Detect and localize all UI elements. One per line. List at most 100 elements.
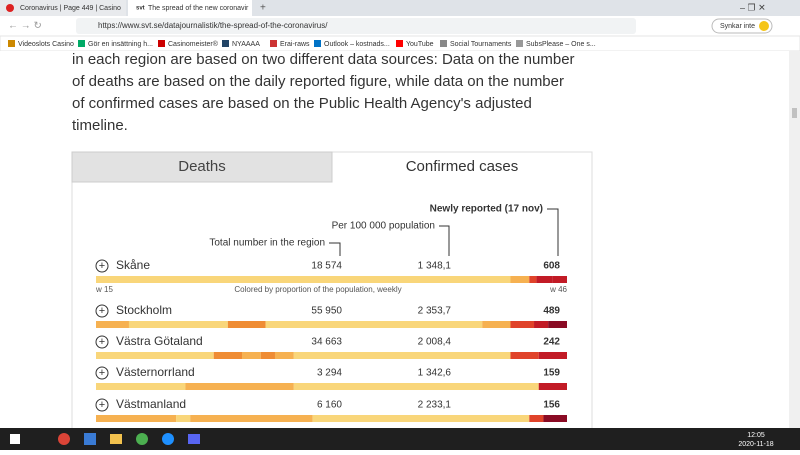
nav-buttons[interactable]: ← → ↻ (8, 21, 42, 32)
heat-strip (190, 415, 313, 422)
heat-strip (538, 383, 567, 390)
newly-reported: 489 (543, 306, 560, 317)
newly-reported: 608 (543, 261, 560, 272)
clock-time: 12:05 (747, 432, 765, 439)
heat-strip (529, 276, 537, 283)
expand-button[interactable] (95, 259, 109, 273)
heat-strip (510, 276, 530, 283)
heat-strip (242, 352, 261, 359)
heat-strip (482, 321, 511, 328)
heat-strip (536, 276, 553, 283)
expand-plus: + (99, 305, 105, 317)
header-per100k: Per 100 000 population (332, 221, 435, 232)
heat-strip (96, 352, 214, 359)
heat-strip (548, 321, 567, 328)
heat-strip (227, 321, 266, 328)
region-name: Stockholm (116, 303, 172, 317)
heat-strip (96, 383, 186, 390)
app-icon[interactable] (84, 433, 96, 445)
heat-strip (510, 352, 539, 359)
new-tab[interactable]: + (260, 3, 266, 14)
heat-strip (312, 415, 530, 422)
expand-plus: + (99, 260, 105, 272)
heat-strip (176, 415, 191, 422)
bookmark[interactable]: Erai-raws (280, 41, 310, 48)
per-100k: 1 342,6 (418, 368, 452, 379)
heat-strip (96, 276, 511, 283)
bookmark-icon (8, 40, 15, 47)
heat-strip (293, 383, 539, 390)
total: 34 663 (311, 337, 342, 348)
region-name: Västra Götaland (116, 334, 203, 348)
expand-button[interactable] (95, 366, 109, 380)
total: 55 950 (311, 306, 342, 317)
address-bar[interactable] (76, 18, 636, 34)
heat-strip (538, 352, 567, 359)
leader (547, 208, 559, 256)
app-icon[interactable] (110, 434, 122, 444)
region-name: Västmanland (116, 397, 186, 411)
paragraph-line: in each region are based on two differen… (72, 51, 575, 68)
leader (329, 242, 341, 256)
tab-title: Coronavirus | Page 449 | Casino (20, 5, 121, 12)
bookmark-icon (158, 40, 165, 47)
heat-strip (510, 321, 535, 328)
heat-strip (213, 352, 243, 359)
app-icon[interactable] (162, 433, 174, 445)
bookmark-icon (78, 40, 85, 47)
bookmark[interactable]: Casinomeister® (168, 40, 219, 48)
taskbar (0, 428, 800, 450)
app-icon[interactable] (188, 434, 200, 444)
heat-strip (128, 321, 228, 328)
bookmark[interactable]: YouTube (406, 41, 434, 48)
tab-title: The spread of the new coronavir (148, 5, 249, 12)
tab[interactable] (0, 0, 126, 16)
heat-strip (293, 352, 511, 359)
newly-reported: 159 (543, 368, 560, 379)
clock-date: 2020-11-18 (738, 441, 773, 448)
heat-strip (260, 352, 275, 359)
header-total: Total number in the region (209, 238, 325, 249)
total: 6 160 (317, 400, 342, 411)
window-controls[interactable]: – ❐ ✕ (740, 2, 766, 12)
scrollbar (789, 51, 800, 428)
heat-strip (534, 321, 549, 328)
newly-reported: 156 (543, 400, 560, 411)
heat-strip (552, 276, 567, 283)
bookmark[interactable]: Gör en insättning h... (88, 41, 153, 48)
total: 3 294 (317, 368, 342, 379)
bookmark[interactable]: Social Tournaments (450, 41, 512, 48)
leader (439, 225, 450, 256)
region-name: Skåne (116, 258, 150, 272)
sync-button[interactable] (711, 18, 773, 34)
bookmark-icon (396, 40, 403, 47)
expand-button[interactable] (95, 398, 109, 412)
bookmark[interactable]: SubsPlease – One s... (526, 41, 596, 48)
scale-caption: Colored by proportion of the population,… (234, 285, 401, 294)
expand-button[interactable] (95, 304, 109, 318)
app-icon[interactable] (58, 433, 70, 445)
bookmark-icon (516, 40, 523, 47)
paragraph-line: of confirmed cases are based on the Publ… (72, 95, 532, 112)
per-100k: 2 008,4 (418, 337, 452, 348)
tab-deaths[interactable] (71, 151, 333, 183)
bookmark[interactable]: NYAAAA (232, 41, 260, 48)
bookmark-icon (440, 40, 447, 47)
tab-icon (6, 4, 14, 12)
tab-active[interactable] (128, 0, 252, 16)
tab-icon: svt (136, 6, 145, 12)
scroll-thumb[interactable] (792, 108, 797, 118)
tab-label[interactable]: Confirmed cases (406, 158, 519, 175)
heat-strip (543, 415, 567, 422)
expand-button[interactable] (95, 335, 109, 349)
total: 18 574 (311, 261, 342, 272)
paragraph-line: of deaths are based on the daily reporte… (72, 73, 564, 90)
bookmark[interactable]: Videoslots Casino (18, 41, 74, 48)
header-newly: Newly reported (17 nov) (430, 204, 543, 215)
start-button[interactable] (10, 434, 20, 444)
per-100k: 2 233,1 (418, 400, 452, 411)
heat-strip (185, 383, 294, 390)
app-icon[interactable] (136, 433, 148, 445)
bookmark[interactable]: Outlook – kostnads... (324, 41, 390, 48)
